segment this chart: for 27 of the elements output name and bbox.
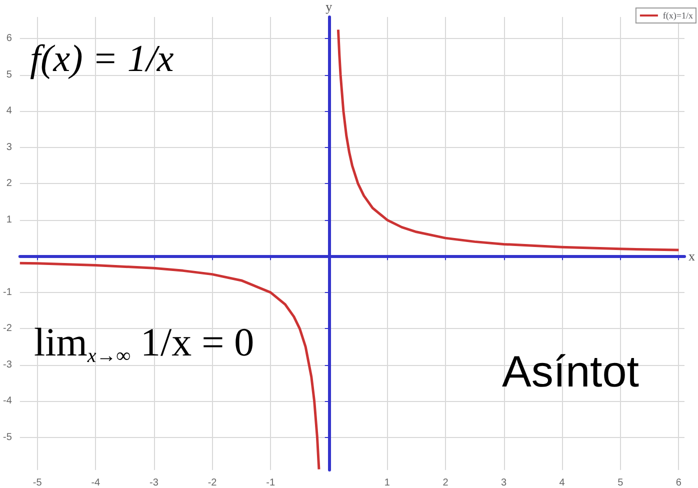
x-tick-label: 5 bbox=[618, 478, 624, 488]
x-tick-label: 1 bbox=[384, 478, 390, 488]
x-tick-label: 2 bbox=[442, 478, 449, 488]
x-tick-label: -1 bbox=[266, 478, 276, 488]
annotation: f(x) = 1/x bbox=[30, 38, 174, 80]
legend-label: f(x)=1/x bbox=[662, 10, 694, 20]
y-tick-label: 5 bbox=[6, 69, 12, 80]
x-tick-label: -2 bbox=[208, 478, 218, 488]
x-tick-label: -3 bbox=[150, 478, 159, 488]
y-tick-label: 3 bbox=[6, 142, 12, 153]
y-tick-label: -5 bbox=[2, 432, 12, 443]
x-tick-label: 3 bbox=[500, 478, 507, 488]
x-axis-title: x bbox=[688, 248, 696, 264]
y-tick-label: -1 bbox=[2, 286, 12, 298]
y-tick-label: -4 bbox=[2, 396, 12, 407]
x-tick-label: 6 bbox=[676, 478, 682, 488]
x-tick-label: -4 bbox=[91, 478, 101, 488]
y-tick-label: 1 bbox=[6, 214, 12, 226]
x-tick-label: 4 bbox=[559, 478, 566, 488]
y-tick-label: -2 bbox=[2, 323, 12, 334]
y-tick-label: -3 bbox=[2, 359, 12, 370]
y-axis-title: y bbox=[326, 0, 333, 14]
y-tick-label: 6 bbox=[6, 33, 12, 44]
y-tick-label: 2 bbox=[6, 178, 12, 190]
x-tick-label: -5 bbox=[32, 478, 42, 488]
annotation: Asíntot bbox=[502, 348, 639, 396]
y-tick-label: 4 bbox=[6, 106, 12, 117]
